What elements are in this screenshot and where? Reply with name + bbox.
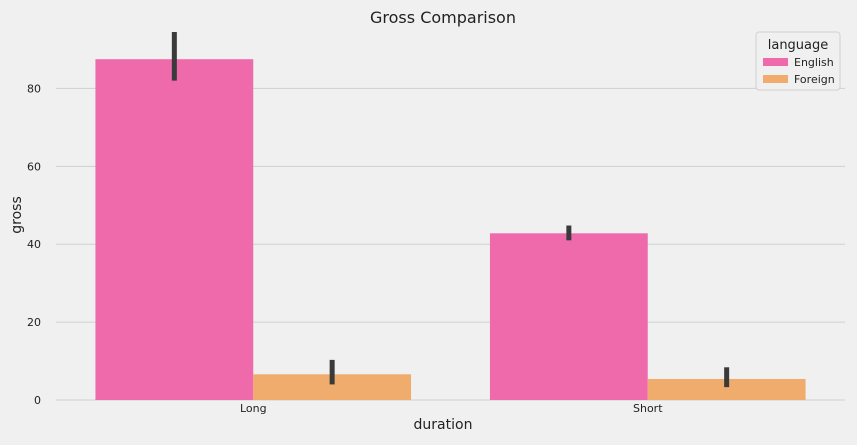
legend-label-english: English	[794, 56, 834, 69]
legend-swatch-foreign	[763, 75, 788, 83]
x-tick-label: Short	[633, 402, 663, 415]
x-tick-label: Long	[240, 402, 267, 415]
legend-swatch-english	[763, 58, 788, 66]
chart-title: Gross Comparison	[370, 8, 516, 27]
bars	[95, 59, 806, 401]
legend-title: language	[768, 38, 829, 53]
y-tick-label: 40	[27, 238, 41, 251]
legend: language English Foreign	[755, 31, 841, 91]
y-tick-label: 60	[27, 160, 41, 173]
y-ticks: 0 20 40 60 80	[27, 82, 41, 407]
bar-english-short	[489, 233, 648, 400]
y-tick-label: 0	[34, 394, 41, 407]
y-tick-label: 20	[27, 316, 41, 329]
bar-english-long	[95, 59, 254, 401]
legend-label-foreign: Foreign	[794, 73, 835, 86]
bar-foreign-short	[647, 378, 806, 400]
error-bars	[171, 31, 730, 388]
x-ticks: Long Short	[240, 402, 663, 415]
y-axis-label: gross	[9, 196, 25, 234]
y-tick-label: 80	[27, 82, 41, 95]
x-axis-label: duration	[414, 417, 473, 433]
